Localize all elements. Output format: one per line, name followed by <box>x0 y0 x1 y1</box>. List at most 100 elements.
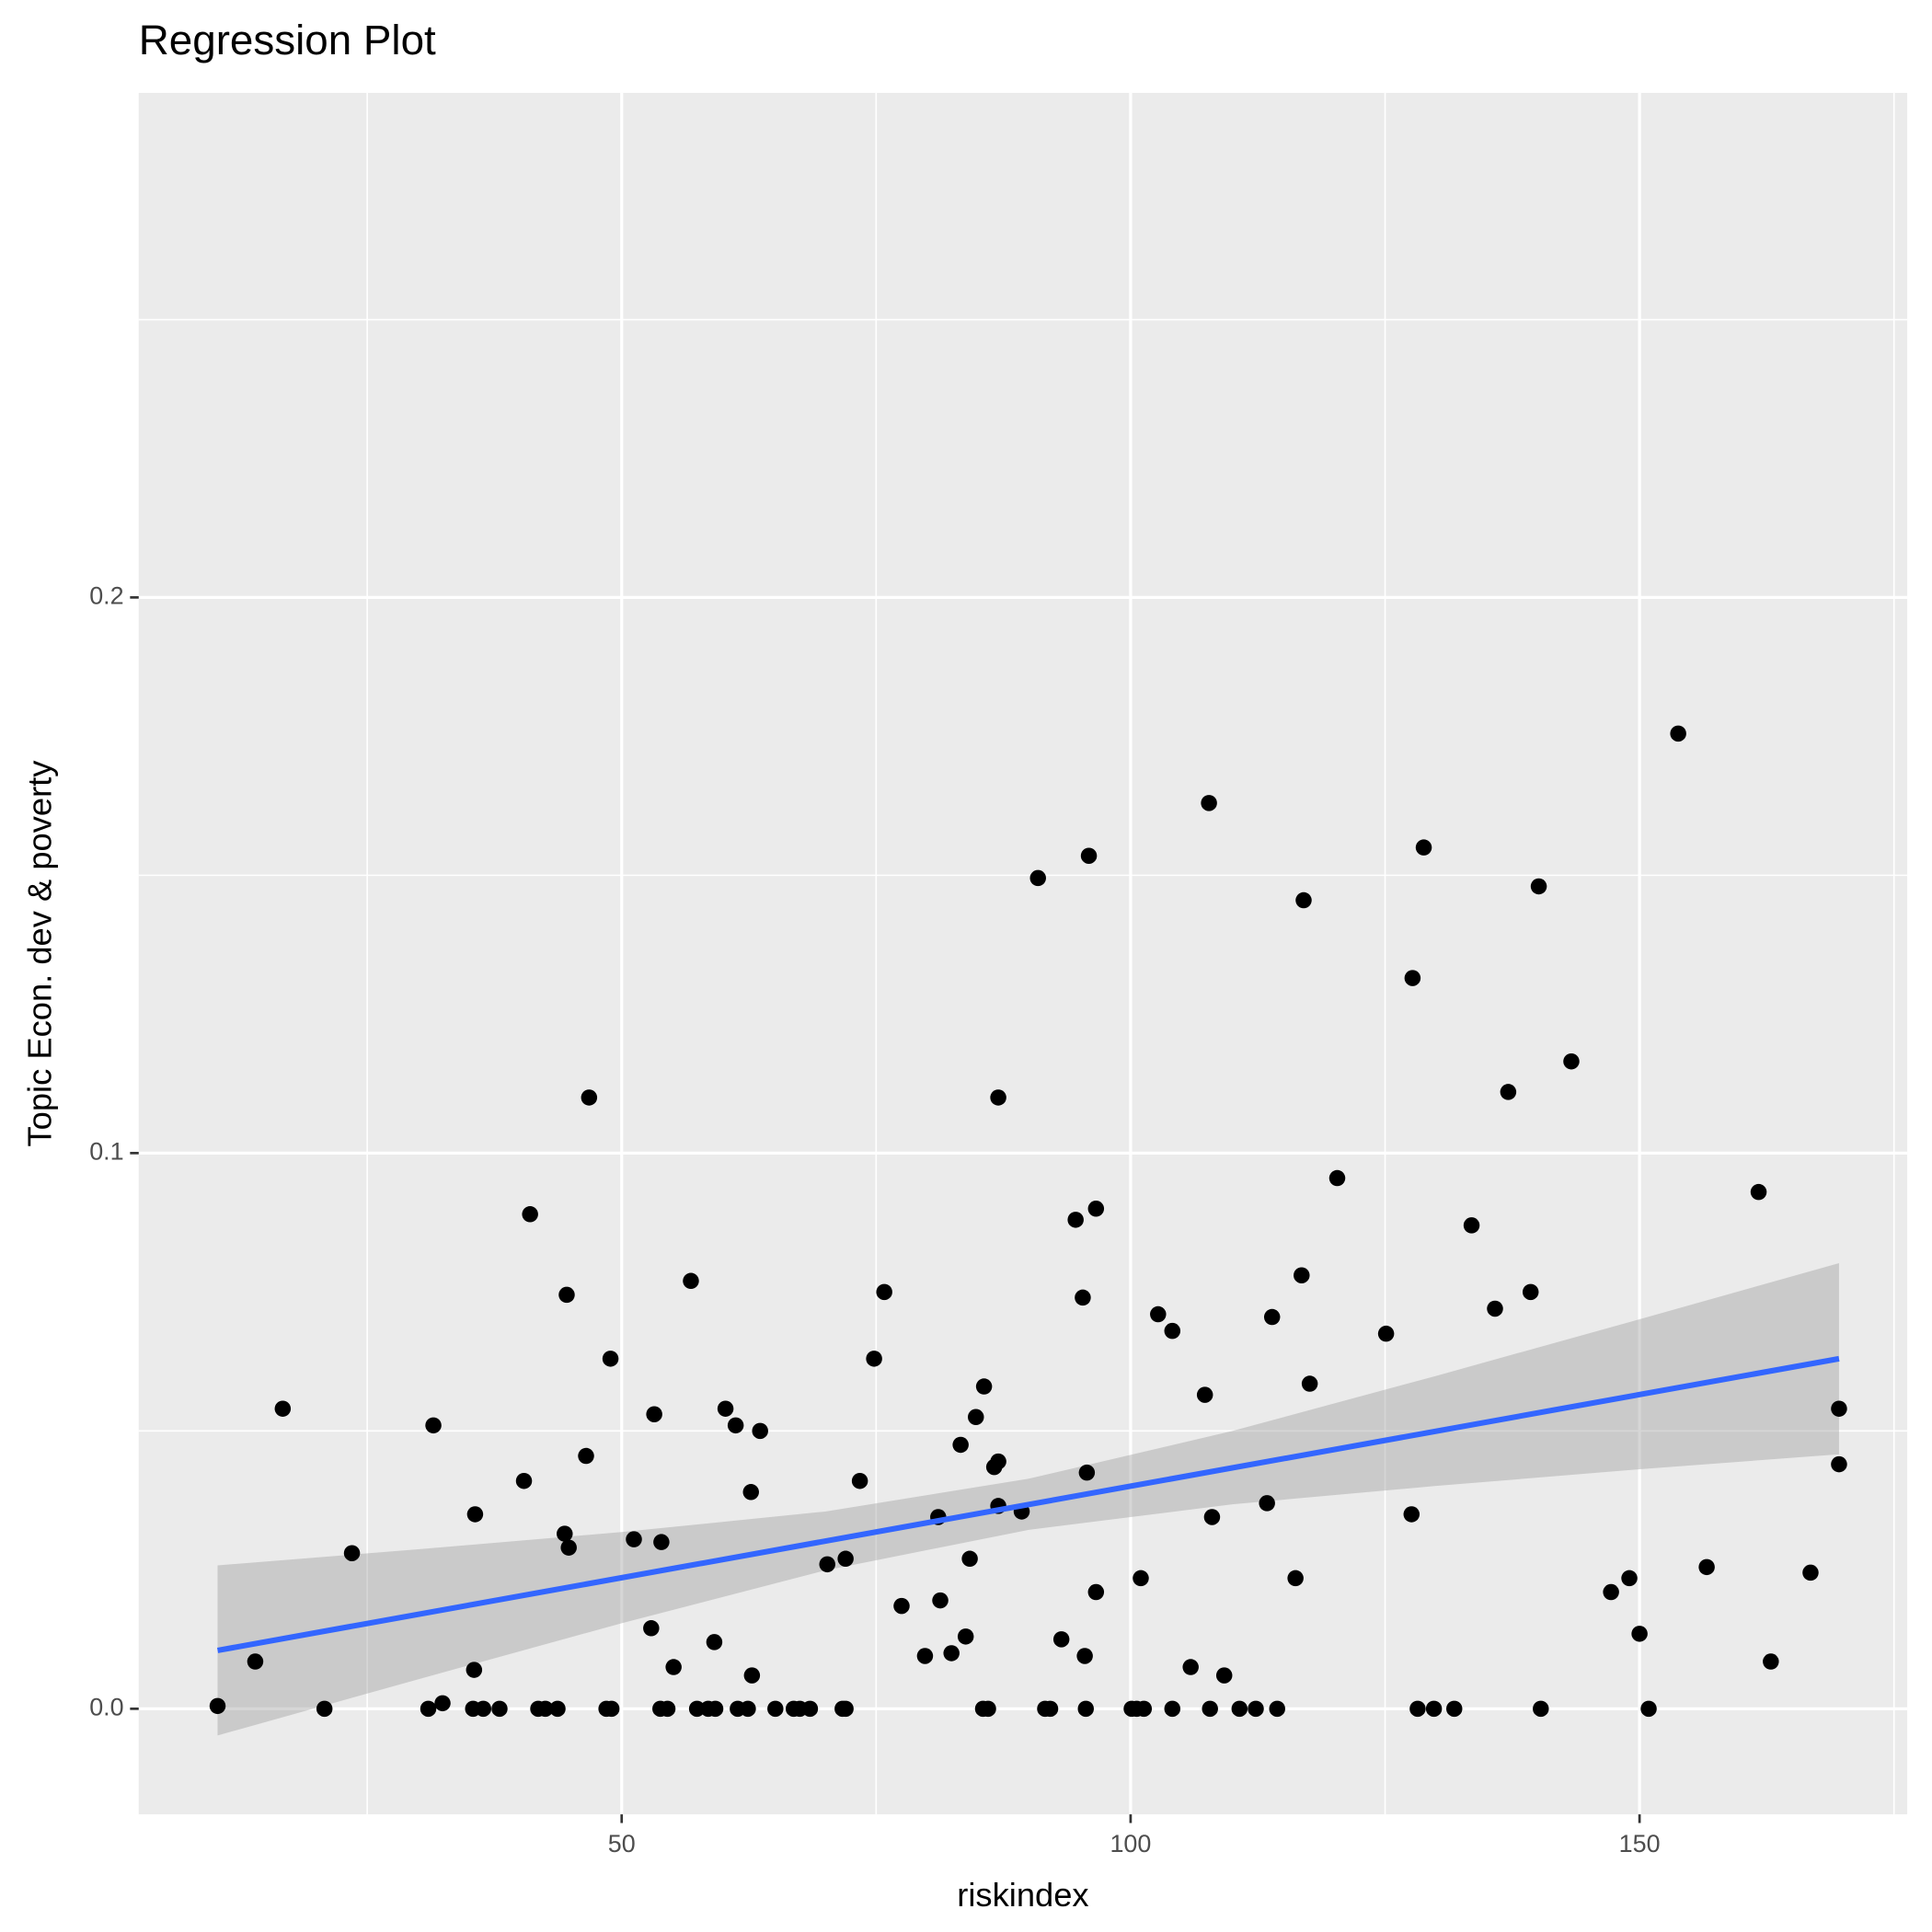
point <box>876 1283 892 1301</box>
point <box>1522 1283 1539 1301</box>
point <box>952 1436 969 1454</box>
point <box>643 1620 660 1637</box>
y-tick-label: 0.0 <box>89 1693 123 1720</box>
point <box>1287 1570 1304 1587</box>
point <box>626 1531 642 1547</box>
point <box>1670 725 1686 742</box>
point <box>975 1378 993 1395</box>
point <box>434 1695 451 1712</box>
regression-line <box>216 1355 1840 1653</box>
point <box>1621 1570 1638 1587</box>
point <box>1231 1700 1248 1718</box>
point <box>1328 1169 1346 1187</box>
point <box>1463 1217 1480 1234</box>
y-tick-label: 0.1 <box>89 1137 123 1165</box>
point <box>801 1700 819 1718</box>
point <box>602 1351 619 1367</box>
point <box>1831 1400 1847 1417</box>
point <box>837 1700 854 1718</box>
point <box>740 1700 756 1718</box>
point <box>1750 1183 1767 1201</box>
point <box>943 1645 960 1662</box>
point <box>707 1700 724 1718</box>
point <box>581 1089 598 1106</box>
point <box>557 1525 573 1542</box>
x-tick-label: 150 <box>1619 1830 1661 1857</box>
point <box>466 1506 484 1523</box>
point <box>560 1539 577 1556</box>
point <box>578 1447 594 1465</box>
point <box>1530 878 1547 895</box>
point <box>558 1286 575 1304</box>
point <box>653 1534 670 1550</box>
point <box>727 1417 744 1434</box>
point <box>1215 1667 1233 1684</box>
panel <box>138 92 1908 1815</box>
point <box>851 1472 868 1489</box>
point <box>1425 1700 1443 1718</box>
point <box>646 1406 662 1422</box>
point <box>1029 869 1046 887</box>
point <box>1259 1495 1275 1512</box>
point <box>1445 1700 1463 1718</box>
point <box>990 1089 1006 1106</box>
point <box>717 1400 734 1417</box>
point <box>316 1700 333 1718</box>
point <box>837 1550 854 1568</box>
point <box>1301 1375 1318 1392</box>
point <box>961 1550 978 1568</box>
point <box>1415 839 1432 856</box>
point <box>1135 1700 1153 1718</box>
point <box>1067 1212 1084 1228</box>
point <box>1164 1322 1181 1340</box>
point <box>1201 795 1217 811</box>
point <box>1487 1300 1503 1317</box>
point <box>1269 1700 1285 1718</box>
point <box>1041 1700 1059 1718</box>
point <box>1196 1386 1213 1403</box>
point <box>491 1700 508 1718</box>
point <box>980 1700 996 1718</box>
point <box>1052 1631 1070 1648</box>
point <box>475 1700 492 1718</box>
point <box>1076 1648 1093 1664</box>
point <box>1182 1659 1199 1675</box>
point <box>1263 1308 1281 1326</box>
point <box>1563 1052 1580 1070</box>
x-axis-label: riskindex <box>957 1876 1088 1914</box>
point <box>1409 1700 1426 1718</box>
chart-title: Regression Plot <box>139 17 436 63</box>
point <box>1075 1289 1091 1306</box>
point <box>1763 1653 1779 1670</box>
point <box>659 1700 676 1718</box>
point <box>537 1700 554 1718</box>
point <box>990 1453 1006 1470</box>
x-tick-label: 50 <box>608 1830 636 1857</box>
point <box>1150 1305 1167 1323</box>
y-tick-label: 0.2 <box>89 581 123 609</box>
point <box>420 1700 437 1718</box>
point <box>1603 1583 1619 1601</box>
point <box>1698 1558 1715 1576</box>
point <box>957 1628 974 1645</box>
point <box>1077 1700 1094 1718</box>
point <box>665 1659 682 1675</box>
point <box>893 1597 910 1615</box>
y-axis-label: Topic Econ. dev & poverty <box>20 760 58 1147</box>
point <box>1164 1700 1181 1718</box>
point <box>343 1545 361 1561</box>
point <box>1294 1267 1310 1283</box>
point <box>274 1400 292 1417</box>
point <box>1640 1700 1657 1718</box>
confidence-band <box>217 1262 1839 1736</box>
point <box>706 1634 723 1650</box>
point <box>743 1667 761 1684</box>
point <box>1078 1464 1096 1481</box>
point <box>1203 1509 1221 1525</box>
point <box>1087 1201 1105 1217</box>
point <box>1087 1583 1105 1601</box>
point <box>1404 970 1421 986</box>
x-tick-label: 100 <box>1110 1830 1151 1857</box>
point <box>515 1472 533 1489</box>
